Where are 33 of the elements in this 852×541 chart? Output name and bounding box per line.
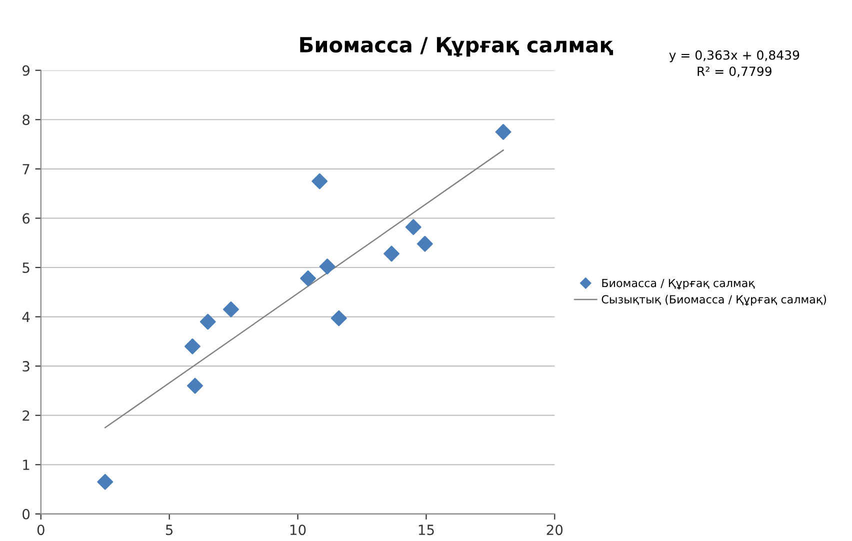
point: [200, 314, 216, 330]
x-tick-label: 20: [546, 524, 563, 536]
point: [97, 474, 114, 490]
y-tick-label: 7: [22, 164, 30, 174]
x-tick-label: 0: [37, 524, 44, 536]
point: [405, 219, 422, 236]
y-tick-label: 6: [22, 213, 30, 224]
y-tick-label: 1: [23, 460, 30, 470]
legend-label: Биомасса / Құрғақ салмақ: [602, 278, 755, 290]
x-tick-label: 5: [166, 524, 173, 536]
point: [223, 301, 239, 318]
point: [300, 270, 316, 286]
point: [495, 124, 512, 140]
point: [384, 246, 400, 262]
point: [319, 258, 336, 274]
text: R² = 0,7799: [698, 66, 772, 78]
x-tick-label: 10: [290, 524, 306, 536]
text: y = 0,363x + 0,8439: [669, 50, 800, 62]
y-tick-label: 0: [22, 508, 30, 520]
y-tick-label: 5: [22, 262, 30, 273]
y-tick-label: 4: [22, 312, 30, 322]
legend-label: Сызықтық (Биомасса / Құрғақ салмақ): [602, 294, 826, 306]
point: [416, 236, 433, 252]
point: [184, 338, 200, 354]
y-tick-label: 8: [22, 114, 30, 126]
y-tick-label: 9: [22, 65, 30, 76]
chart-title: Биомасса / Құрғақ салмақ: [300, 37, 614, 57]
x-tick-label: 15: [418, 524, 434, 536]
point: [312, 173, 328, 190]
point: [330, 310, 347, 326]
y-tick-label: 3: [22, 361, 30, 372]
point: [187, 378, 203, 394]
y-tick-label: 2: [22, 410, 30, 421]
